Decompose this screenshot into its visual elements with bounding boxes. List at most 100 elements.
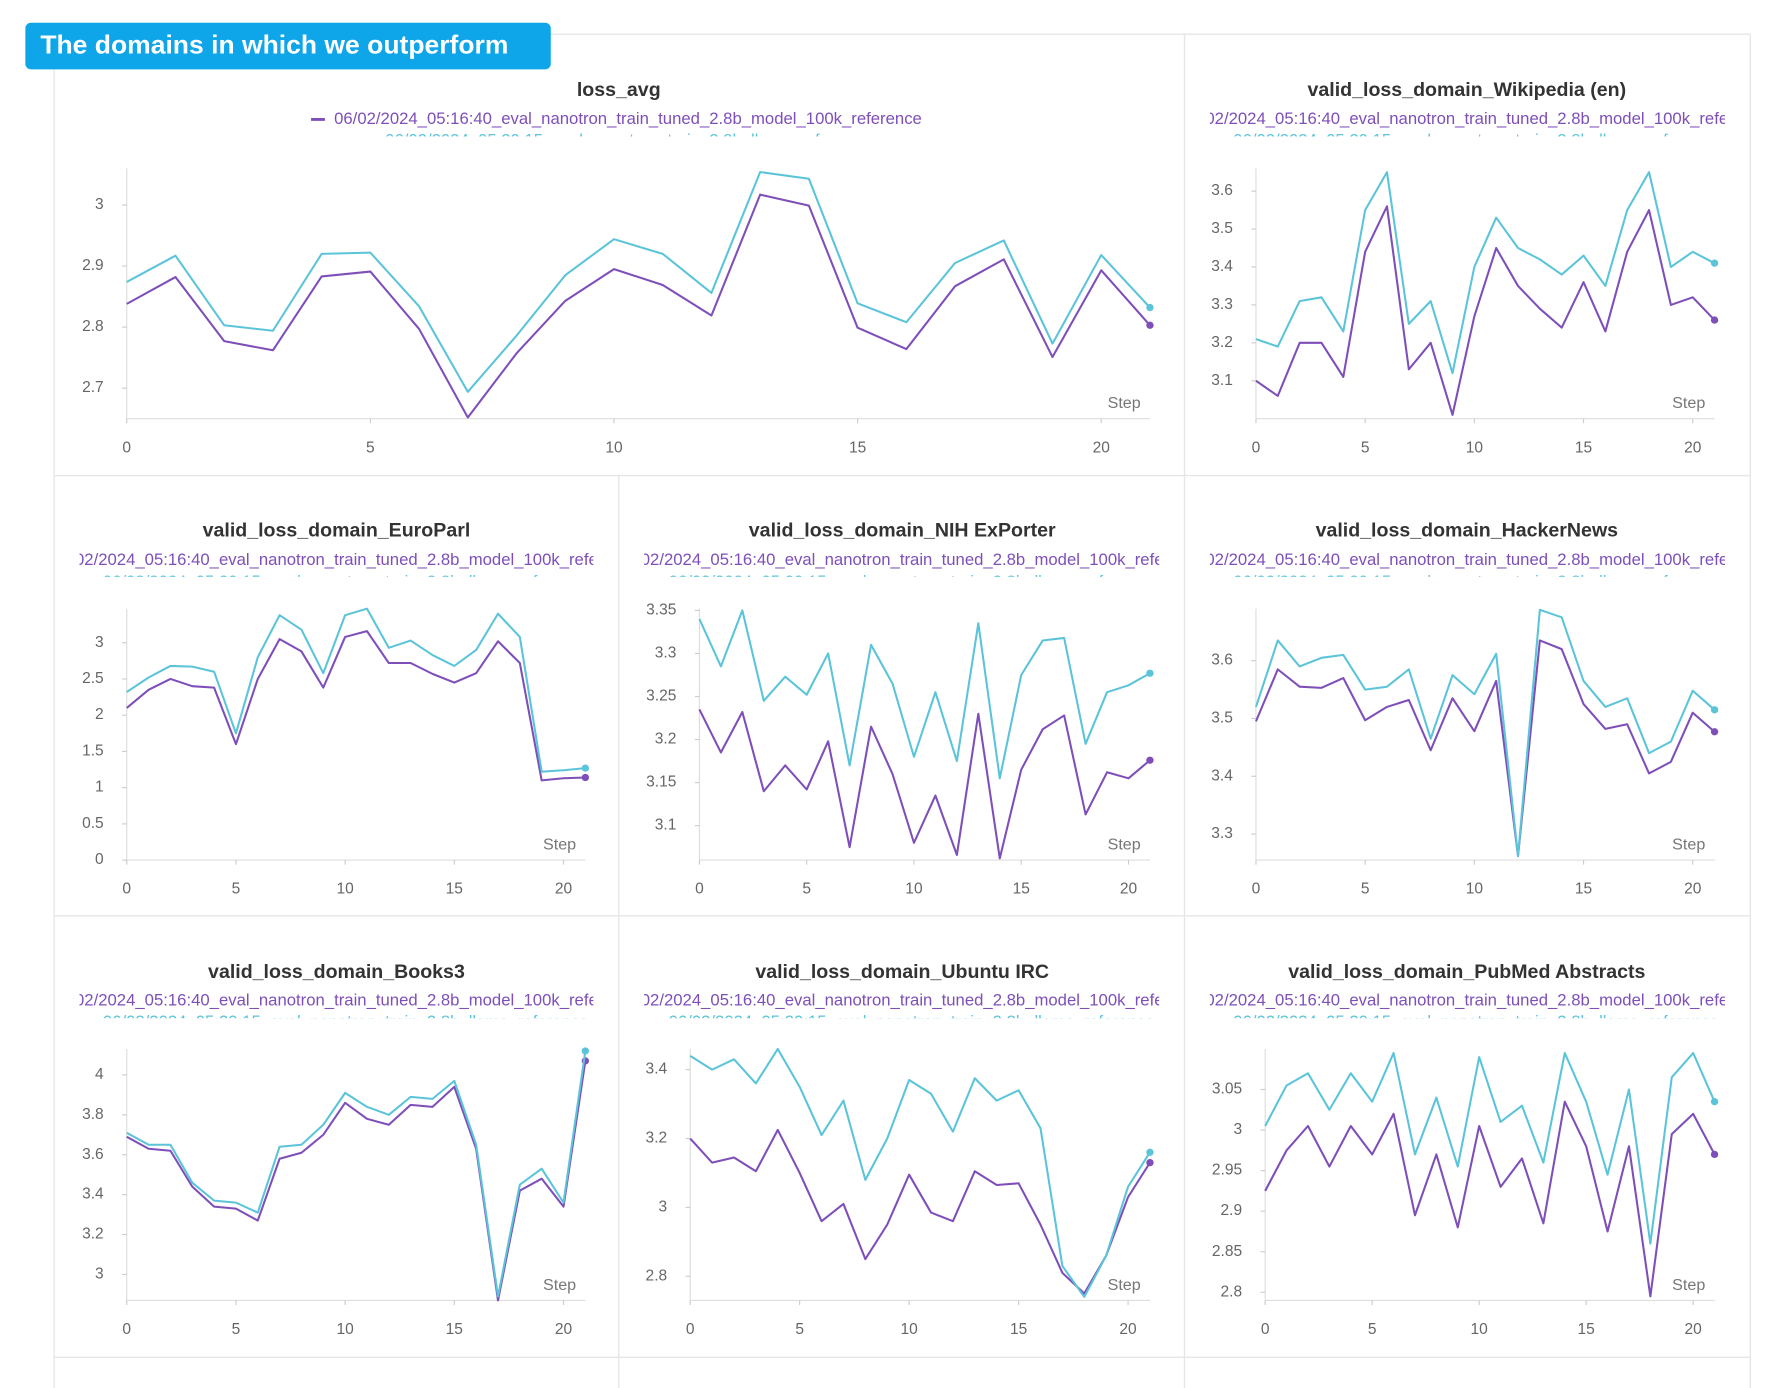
legend-label: 06/02/2024_05:20:15_eval_nanotron_train_… <box>1233 131 1719 150</box>
x-tick-label: 5 <box>1368 1321 1377 1338</box>
x-tick-label: 15 <box>849 439 866 456</box>
end-point <box>581 773 590 782</box>
series-line <box>1255 171 1716 375</box>
end-point <box>581 764 590 772</box>
y-tick-label: 0 <box>95 851 104 868</box>
y-tick-label: 2.9 <box>1221 1202 1243 1219</box>
y-tick-label: 3.4 <box>1211 258 1233 275</box>
x-tick-label: 15 <box>1575 439 1592 456</box>
x-tick-label: 15 <box>1010 1321 1027 1338</box>
series-line <box>1264 1100 1716 1298</box>
y-tick-label: 3.35 <box>646 602 676 619</box>
series-line <box>1255 639 1716 858</box>
y-tick-label: 3.1 <box>655 817 677 834</box>
y-tick-label: 2 <box>95 706 104 723</box>
x-tick-label: 0 <box>686 1321 695 1338</box>
legend-label: 06/02/2024_05:16:40_eval_nanotron_train_… <box>1182 109 1770 128</box>
y-tick-label: 2.5 <box>82 670 104 687</box>
x-tick-label: 5 <box>1361 881 1370 898</box>
y-tick-label: 2.8 <box>82 318 104 335</box>
legend-label: 06/02/2024_05:16:40_eval_nanotron_train_… <box>618 991 1206 1010</box>
legend-label: 06/02/2024_05:20:15_eval_nanotron_train_… <box>1233 1012 1719 1031</box>
chart-panel: valid_loss_domain_Books3 06/02/2024_05:16… <box>80 961 594 1338</box>
x-tick-label: 10 <box>900 1321 917 1338</box>
x-axis-label: Step <box>543 836 576 854</box>
y-tick-label: 3 <box>659 1199 668 1216</box>
legend-label: 06/02/2024_05:20:15_eval_nanotron_train_… <box>669 1012 1155 1031</box>
x-tick-label: 5 <box>232 1321 241 1338</box>
end-point <box>1710 728 1719 736</box>
x-tick-label: 10 <box>1466 439 1483 456</box>
y-tick-label: 3.4 <box>82 1186 104 1203</box>
series-line <box>698 609 1151 780</box>
chart-panel: valid_loss_domain_Wikipedia (en) 06/02/20… <box>1182 79 1770 456</box>
y-tick-label: 3.3 <box>655 645 677 662</box>
x-tick-label: 15 <box>446 881 463 898</box>
x-tick-label: 10 <box>605 439 622 456</box>
legend: 06/02/2024_05:16:40_eval_nanotron_train_… <box>1182 109 1770 150</box>
x-tick-label: 15 <box>1578 1321 1595 1338</box>
x-tick-label: 15 <box>1575 881 1592 898</box>
y-tick-label: 3.2 <box>655 731 677 748</box>
end-point <box>581 1047 590 1055</box>
end-point <box>1710 1150 1719 1159</box>
legend-label: 06/02/2024_05:20:15_eval_nanotron_train_… <box>103 572 589 591</box>
legend-label: 06/02/2024_05:16:40_eval_nanotron_train_… <box>1182 991 1770 1010</box>
chart-title: loss_avg <box>577 79 661 101</box>
x-tick-label: 0 <box>122 439 131 456</box>
legend: 06/02/2024_05:16:40_eval_nanotron_train_… <box>80 991 594 1019</box>
legend-label: 06/02/2024_05:16:40_eval_nanotron_train_… <box>334 109 922 128</box>
x-axis-label: Step <box>1672 1276 1705 1294</box>
chart-title: valid_loss_domain_PubMed Abstracts <box>1288 961 1645 983</box>
x-axis-label: Step <box>1672 394 1705 412</box>
legend-label: 06/02/2024_05:16:40_eval_nanotron_train_… <box>1182 550 1770 569</box>
series-line <box>689 1128 1151 1295</box>
x-tick-label: 5 <box>366 439 375 456</box>
series-line <box>126 193 1151 419</box>
series-line <box>689 1047 1151 1298</box>
legend: 06/02/2024_05:16:40_eval_nanotron_train_… <box>311 109 922 137</box>
y-tick-label: 4 <box>95 1066 104 1083</box>
x-tick-label: 20 <box>1684 881 1701 898</box>
y-tick-label: 3.25 <box>646 688 676 705</box>
x-tick-label: 15 <box>446 1321 463 1338</box>
x-tick-label: 0 <box>1261 1321 1270 1338</box>
x-tick-label: 10 <box>336 1321 353 1338</box>
x-tick-label: 0 <box>122 881 131 898</box>
y-tick-label: 2.8 <box>646 1267 668 1284</box>
y-tick-label: 3.05 <box>1212 1081 1242 1098</box>
y-tick-label: 3.4 <box>1211 767 1233 784</box>
series-line <box>126 171 1151 393</box>
series-line <box>698 708 1151 860</box>
series-line <box>1254 608 1716 858</box>
banner-text: The domains in which we outperform <box>40 30 508 60</box>
y-tick-label: 2.8 <box>1221 1283 1243 1300</box>
x-tick-label: 5 <box>802 881 811 898</box>
x-tick-label: 20 <box>1685 1321 1702 1338</box>
y-tick-label: 3.3 <box>1211 296 1233 313</box>
y-tick-label: 3.6 <box>1211 652 1233 669</box>
legend-label: 06/02/2024_05:16:40_eval_nanotron_train_… <box>52 550 640 569</box>
x-axis-label: Step <box>1108 394 1141 412</box>
x-axis-label: Step <box>1672 836 1705 854</box>
end-point <box>1146 669 1154 677</box>
end-point <box>1146 1148 1154 1156</box>
y-tick-label: 3.8 <box>82 1106 104 1123</box>
x-tick-label: 20 <box>1684 439 1701 456</box>
x-tick-label: 5 <box>232 881 241 898</box>
x-tick-label: 20 <box>1120 881 1137 898</box>
x-tick-label: 20 <box>555 1321 572 1338</box>
y-tick-label: 3.5 <box>1211 220 1233 237</box>
x-axis-label: Step <box>543 1276 576 1294</box>
y-tick-label: 3.5 <box>1211 710 1233 727</box>
y-tick-label: 2.85 <box>1212 1243 1242 1260</box>
x-tick-label: 15 <box>1013 881 1030 898</box>
x-tick-label: 0 <box>122 1321 131 1338</box>
x-axis-label: Step <box>1108 836 1141 854</box>
y-tick-label: 1 <box>95 779 104 796</box>
y-tick-label: 3.6 <box>82 1146 104 1163</box>
chart-panel: valid_loss_domain_NIH ExPorter 06/02/2024… <box>644 520 1159 898</box>
y-tick-label: 3.15 <box>646 774 676 791</box>
